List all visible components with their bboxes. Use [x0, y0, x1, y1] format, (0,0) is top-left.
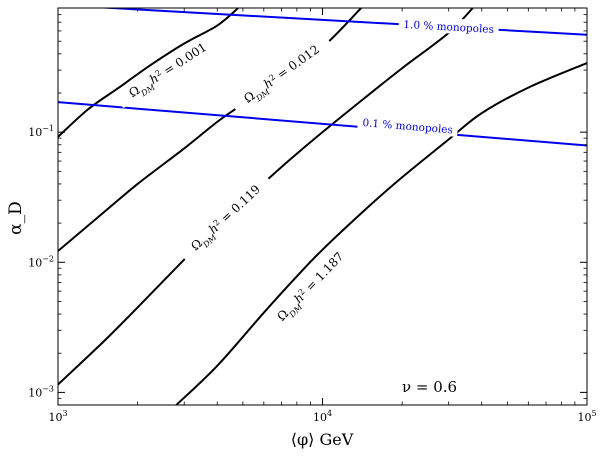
monopole-label-gap: [357, 113, 459, 137]
contour-label-gap: [262, 237, 357, 334]
x-tick-label: 105: [577, 409, 596, 424]
contour-label-gap: [228, 31, 334, 115]
x-axis-label: ⟨φ⟩ GeV: [291, 430, 354, 449]
monopole-line: [94, 8, 587, 36]
y-axis-label: α_D: [6, 201, 26, 235]
x-tick-label: 104: [313, 409, 332, 424]
y-tick-label: 10−2: [28, 254, 54, 269]
contour-line: [58, 8, 239, 138]
y-tick-label: 10−3: [28, 384, 54, 399]
monopole-label: 1.0 % monopoles: [403, 19, 494, 36]
contour-label-gap: [176, 170, 274, 264]
tick-layer: 103 104 105 10−3 10−2 10−1: [28, 7, 597, 424]
x-tick-label: 103: [48, 409, 67, 424]
plot-background: [58, 8, 587, 405]
annotation-nu: ν = 0.6: [402, 378, 457, 396]
monopole-line: [58, 101, 587, 147]
plot-frame: [57, 7, 588, 406]
contour-label-gap: [113, 30, 221, 109]
y-tick-label: 10−1: [28, 124, 54, 139]
contour-line: [175, 62, 587, 405]
monopole-label-gap: [398, 15, 500, 37]
